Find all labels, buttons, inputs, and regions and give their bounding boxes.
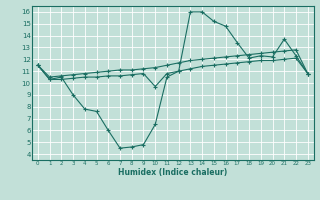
X-axis label: Humidex (Indice chaleur): Humidex (Indice chaleur) [118,168,228,177]
